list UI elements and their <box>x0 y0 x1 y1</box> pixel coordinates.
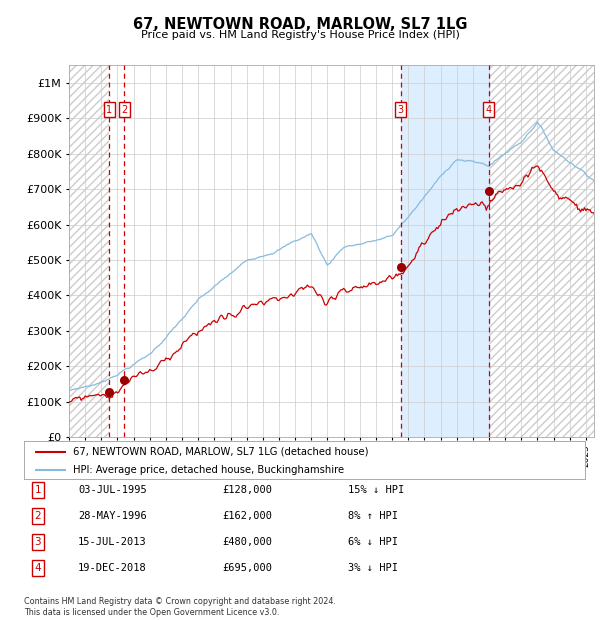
Text: 19-DEC-2018: 19-DEC-2018 <box>78 563 147 573</box>
Text: Price paid vs. HM Land Registry's House Price Index (HPI): Price paid vs. HM Land Registry's House … <box>140 30 460 40</box>
Text: £695,000: £695,000 <box>222 563 272 573</box>
Text: 1: 1 <box>106 105 112 115</box>
Bar <box>401 65 488 437</box>
Text: 3: 3 <box>398 105 404 115</box>
Text: 15-JUL-2013: 15-JUL-2013 <box>78 537 147 547</box>
Text: 3% ↓ HPI: 3% ↓ HPI <box>348 563 398 573</box>
Text: 15% ↓ HPI: 15% ↓ HPI <box>348 485 404 495</box>
Text: 4: 4 <box>34 563 41 573</box>
Text: 8% ↑ HPI: 8% ↑ HPI <box>348 511 398 521</box>
Text: 2: 2 <box>121 105 127 115</box>
Text: 6% ↓ HPI: 6% ↓ HPI <box>348 537 398 547</box>
Text: HPI: Average price, detached house, Buckinghamshire: HPI: Average price, detached house, Buck… <box>73 466 344 476</box>
Text: £480,000: £480,000 <box>222 537 272 547</box>
Text: 1: 1 <box>34 485 41 495</box>
Text: 4: 4 <box>485 105 491 115</box>
Text: £128,000: £128,000 <box>222 485 272 495</box>
Text: 67, NEWTOWN ROAD, MARLOW, SL7 1LG: 67, NEWTOWN ROAD, MARLOW, SL7 1LG <box>133 17 467 32</box>
Text: 2: 2 <box>34 511 41 521</box>
Text: 67, NEWTOWN ROAD, MARLOW, SL7 1LG (detached house): 67, NEWTOWN ROAD, MARLOW, SL7 1LG (detac… <box>73 447 369 457</box>
Text: Contains HM Land Registry data © Crown copyright and database right 2024.
This d: Contains HM Land Registry data © Crown c… <box>24 598 336 617</box>
Text: 28-MAY-1996: 28-MAY-1996 <box>78 511 147 521</box>
Text: 3: 3 <box>34 537 41 547</box>
Text: £162,000: £162,000 <box>222 511 272 521</box>
Text: 03-JUL-1995: 03-JUL-1995 <box>78 485 147 495</box>
